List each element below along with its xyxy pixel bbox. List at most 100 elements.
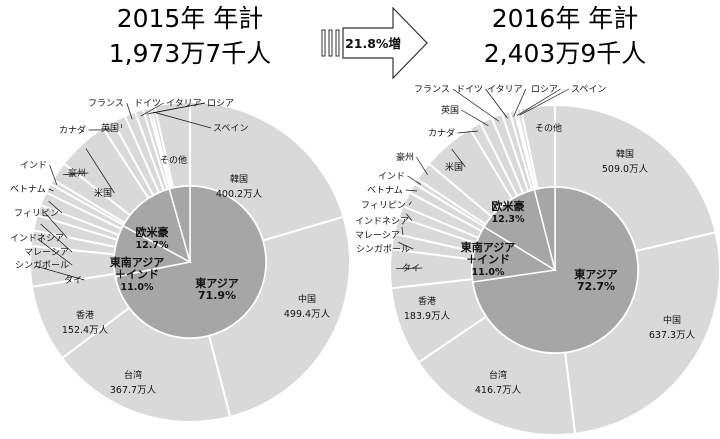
outer-label-イタリア: イタリア — [166, 98, 202, 109]
outer-value-韓国: 400.2万人 — [216, 189, 263, 200]
leader-line-フランス — [126, 102, 133, 120]
outer-label-台湾: 台湾 — [124, 369, 142, 381]
outer-label-米国: 米国 — [94, 187, 112, 199]
inner-label-東南アジア＋インド-line1: ＋インド — [466, 253, 510, 266]
outer-label-フィリピン: フィリピン — [361, 200, 406, 211]
outer-label-英国: 英国 — [101, 122, 119, 134]
outer-label-カナダ: カナダ — [59, 124, 86, 136]
outer-label-フランス: フランス — [414, 84, 450, 95]
outer-label-インド: インド — [20, 161, 47, 171]
leader-line-英国 — [461, 109, 489, 126]
inner-label-東アジア: 東アジア — [195, 276, 239, 290]
leader-line-米国 — [85, 148, 115, 194]
outer-label-ドイツ: ドイツ — [134, 99, 161, 109]
leader-line-豪州 — [416, 156, 428, 175]
arrow-shape — [342, 6, 428, 80]
outer-value-台湾: 416.7万人 — [475, 385, 522, 396]
leader-line-タイ — [395, 267, 423, 270]
leader-line-ドイツ — [485, 88, 508, 119]
outer-value-台湾: 367.7万人 — [110, 385, 157, 396]
leader-line-イタリア — [513, 88, 527, 117]
right-total: 2,403万9千人 — [484, 39, 646, 68]
inner-label-欧米豪: 欧米豪 — [136, 225, 169, 239]
inner-label-東南アジア＋インド-line1: ＋インド — [115, 268, 159, 281]
outer-label-マレーシア: マレーシア — [355, 231, 400, 241]
outer-label-ベトナム: ベトナム — [367, 185, 403, 196]
leader-line-フィリピン — [408, 201, 412, 206]
outer-value-韓国: 509.0万人 — [602, 164, 649, 175]
leader-line-豪州 — [63, 172, 89, 176]
outer-label-その他: その他 — [160, 154, 187, 166]
outer-label-インドネシア: インドネシア — [355, 216, 409, 227]
outer-label-カナダ: カナダ — [428, 127, 455, 139]
inner-value-東アジア: 71.9% — [198, 289, 236, 302]
inner-value-欧米豪: 12.3% — [492, 214, 525, 225]
outer-label-ロシア: ロシア — [531, 85, 558, 95]
inner-slice-その他 — [533, 186, 556, 271]
leader-line-フランス — [452, 88, 500, 122]
growth-arrow: 21.8%増 — [321, 6, 428, 80]
leader-line-シンガポール — [398, 242, 414, 250]
inner-label-東アジア: 東アジア — [574, 267, 618, 281]
leader-line-スペイン — [519, 88, 570, 116]
outer-label-中国: 中国 — [298, 293, 316, 305]
outer-label-韓国: 韓国 — [230, 174, 248, 185]
inner-value-東南アジア＋インド: 11.0% — [472, 267, 505, 278]
leader-line-シンガポール — [37, 238, 73, 266]
outer-value-香港: 183.9万人 — [404, 311, 451, 322]
outer-label-タイ: タイ — [64, 275, 82, 286]
outer-label-ベトナム: ベトナム — [10, 184, 46, 195]
outer-label-インド: インド — [378, 172, 405, 182]
outer-label-シンガポール: シンガポール — [15, 260, 69, 271]
leader-line-マレーシア — [40, 223, 73, 253]
outer-label-イタリア: イタリア — [487, 84, 523, 95]
outer-label-豪州: 豪州 — [68, 167, 86, 179]
outer-label-香港: 香港 — [76, 309, 94, 321]
outer-label-その他: その他 — [535, 122, 562, 134]
leader-line-ドイツ — [140, 102, 164, 117]
outer-label-シンガポール: シンガポール — [356, 244, 410, 255]
outer-label-マレーシア: マレーシア — [24, 248, 69, 258]
inner-slice-その他 — [168, 185, 191, 263]
leader-line-ベトナム — [48, 188, 54, 192]
leader-line-ロシア — [516, 88, 561, 116]
outer-label-インドネシア: インドネシア — [10, 233, 64, 244]
leader-line-ロシア — [150, 102, 206, 114]
outer-value-香港: 152.4万人 — [62, 325, 109, 336]
inner-label-東南アジア＋インド-line0: 東南アジア — [461, 240, 516, 254]
leader-line-米国 — [451, 148, 466, 168]
left-title: 2015年 年計 — [117, 4, 264, 33]
left-total: 1,973万7千人 — [109, 39, 271, 68]
inner-slice-欧米豪 — [122, 187, 192, 264]
outer-label-ロシア: ロシア — [207, 99, 234, 109]
inner-value-東南アジア＋インド: 11.0% — [121, 282, 154, 293]
outer-label-スペイン: スペイン — [571, 85, 606, 95]
outer-label-フランス: フランス — [88, 98, 124, 109]
outer-label-香港: 香港 — [418, 295, 436, 307]
leader-line-インドネシア — [44, 211, 68, 239]
leader-line-インド — [407, 175, 422, 185]
outer-label-中国: 中国 — [663, 314, 681, 326]
inner-value-東アジア: 72.7% — [577, 280, 615, 293]
leader-line-インドネシア — [406, 213, 413, 222]
outer-label-台湾: 台湾 — [489, 369, 507, 381]
inner-value-欧米豪: 12.7% — [136, 240, 169, 251]
inner-label-東南アジア＋インド-line0: 東南アジア — [110, 255, 165, 269]
leader-line-ベトナム — [405, 189, 418, 192]
inner-slice-欧米豪 — [483, 188, 557, 272]
leader-line-マレーシア — [401, 226, 404, 236]
leader-line-タイ — [35, 265, 85, 281]
outer-label-豪州: 豪州 — [396, 151, 414, 163]
outer-label-韓国: 韓国 — [616, 149, 634, 160]
leader-line-スペイン — [153, 111, 212, 129]
outer-label-フィリピン: フィリピン — [14, 208, 59, 219]
inner-label-欧米豪: 欧米豪 — [492, 199, 525, 213]
leader-line-カナダ — [457, 130, 478, 134]
outer-label-米国: 米国 — [445, 161, 463, 173]
outer-value-中国: 499.4万人 — [284, 309, 331, 320]
outer-label-ドイツ: ドイツ — [456, 85, 483, 95]
outer-label-タイ: タイ — [402, 263, 420, 274]
